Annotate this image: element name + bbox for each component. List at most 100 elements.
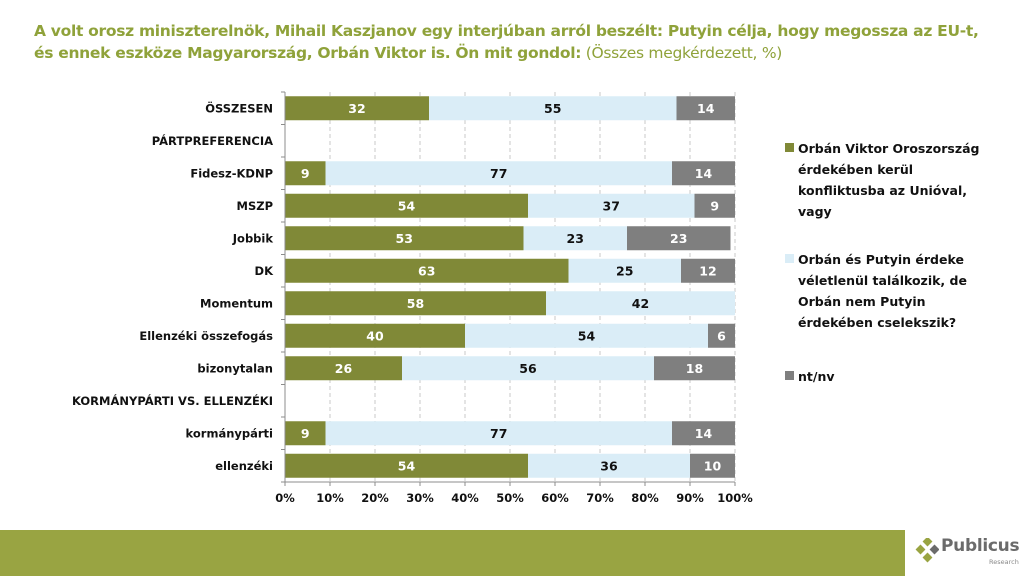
legend-label: nt/nv	[798, 369, 835, 384]
gridlines	[329, 92, 736, 482]
data-label: 6	[717, 328, 726, 343]
data-label: 54	[398, 198, 416, 213]
x-tick-label: 0%	[275, 491, 295, 505]
bar-segment	[285, 226, 524, 251]
bar-segment	[325, 161, 672, 186]
logo-subtitle: Research	[989, 558, 1019, 566]
category-label: bizonytalan	[197, 361, 273, 375]
bar-segment	[528, 453, 690, 478]
bar-segment	[285, 96, 429, 121]
x-tick-label: 30%	[406, 491, 434, 505]
bar-segment	[672, 421, 735, 446]
data-label: 26	[335, 361, 353, 376]
category-label: Momentum	[200, 296, 273, 310]
data-label: 54	[578, 328, 596, 343]
bar-segment	[708, 323, 735, 348]
footer-band	[0, 530, 905, 576]
bar-segment	[285, 421, 326, 446]
bar-segment	[465, 323, 708, 348]
bar-segment	[285, 291, 546, 316]
logo-name: Publicus	[941, 536, 1020, 556]
bar-segment	[627, 226, 731, 251]
bar-segment	[523, 226, 627, 251]
data-label: 32	[348, 101, 365, 116]
bar-segment	[285, 453, 528, 478]
legend-item: Orbán és Putyin érdeke véletlenül találk…	[785, 249, 993, 333]
bar-segment	[429, 96, 677, 121]
bar-segment	[676, 96, 735, 121]
data-label: 58	[407, 296, 424, 311]
category-label: ellenzéki	[215, 459, 273, 473]
category-label: Ellenzéki összefogás	[139, 329, 273, 343]
bar-segment	[285, 193, 528, 218]
data-label: 10	[704, 458, 722, 473]
data-label: 9	[710, 198, 719, 213]
bars: 32 55 14 9 77 14 54 37 9 53 23 23 63 25 12 58 42 40 54 6 26 5…	[285, 96, 735, 478]
category-label: Fidesz-KDNP	[190, 166, 273, 180]
legend-label: Orbán és Putyin érdeke véletlenül találk…	[798, 252, 967, 330]
legend-label: Orbán Viktor Oroszország érdekében kerül…	[798, 141, 980, 219]
category-label: PÁRTPREFERENCIA	[152, 133, 273, 148]
x-tick-label: 60%	[541, 491, 569, 505]
bar-segment	[690, 453, 735, 478]
data-label: 42	[632, 296, 649, 311]
x-tick-label: 50%	[496, 491, 524, 505]
data-label: 36	[600, 458, 618, 473]
category-label: kormánypárti	[186, 426, 273, 440]
bar-segment	[285, 323, 465, 348]
title-question: A volt orosz miniszterelnök, Mihail Kasz…	[34, 22, 979, 62]
bar-segment	[325, 421, 672, 446]
bar-segment	[694, 193, 735, 218]
x-tick-label: 90%	[676, 491, 704, 505]
publicus-logo: Publicus Research	[915, 536, 1024, 576]
logo-diamonds-icon	[915, 538, 939, 563]
bar-segment	[528, 193, 695, 218]
data-label: 40	[366, 328, 384, 343]
title-base-note: (Összes megkérdezett, %)	[581, 44, 783, 62]
category-label: KORMÁNYPÁRTI VS. ELLENZÉKI	[72, 393, 273, 408]
bar-segment	[285, 258, 569, 283]
data-label: 23	[567, 231, 584, 246]
x-tick-label: 70%	[586, 491, 614, 505]
data-label: 56	[519, 361, 537, 376]
category-label: ÖSSZESEN	[205, 100, 273, 115]
data-label: 53	[396, 231, 413, 246]
bar-segment	[285, 356, 402, 381]
data-label: 14	[695, 426, 713, 441]
x-tick-label: 80%	[631, 491, 659, 505]
x-tick-label: 20%	[361, 491, 389, 505]
category-label: MSZP	[237, 199, 274, 213]
data-label: 77	[490, 426, 507, 441]
category-labels: ÖSSZESEN PÁRTPREFERENCIA Fidesz-KDNP MSZP Jo…	[72, 100, 274, 473]
bar-segment	[546, 291, 735, 316]
legend-swatch	[785, 143, 794, 152]
data-label: 77	[490, 166, 507, 181]
bar-segment	[681, 258, 735, 283]
data-label: 55	[544, 101, 561, 116]
legend-item: Orbán Viktor Oroszország érdekében kerül…	[785, 138, 993, 222]
x-tick-label: 10%	[316, 491, 344, 505]
bar-segment	[402, 356, 654, 381]
legend-swatch	[785, 371, 794, 380]
data-label: 14	[697, 101, 715, 116]
data-label: 14	[695, 166, 713, 181]
data-label: 9	[301, 166, 310, 181]
category-label: DK	[255, 264, 275, 278]
data-label: 63	[418, 263, 435, 278]
data-label: 54	[398, 458, 416, 473]
bar-segment	[672, 161, 735, 186]
chart-title: A volt orosz miniszterelnök, Mihail Kasz…	[34, 20, 994, 64]
x-axis: 0% 10% 20% 30% 40% 50% 60% 70% 80% 90% 100%	[275, 91, 753, 505]
x-tick-label: 100%	[717, 491, 753, 505]
bar-segment	[654, 356, 735, 381]
x-tick-label: 40%	[451, 491, 479, 505]
data-label: 9	[301, 426, 310, 441]
bar-segment	[285, 161, 326, 186]
category-label: Jobbik	[232, 231, 274, 245]
data-label: 37	[603, 198, 620, 213]
data-label: 18	[686, 361, 703, 376]
legend-item: nt/nv	[785, 366, 993, 387]
data-label: 23	[670, 231, 687, 246]
data-label: 12	[699, 263, 716, 278]
